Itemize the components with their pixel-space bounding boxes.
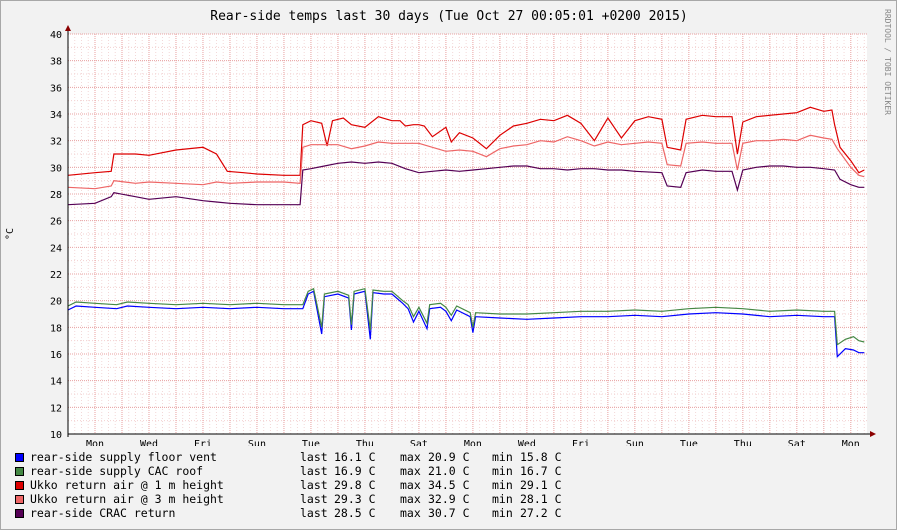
grid: [67, 33, 867, 435]
y-tick-label: 20: [50, 297, 62, 308]
x-tick-label: Thu: [734, 439, 752, 446]
legend-min-value: 28.1 C: [520, 492, 562, 506]
legend-row: rear-side supply floor vent last 16.1 C max…: [15, 450, 580, 464]
legend-swatch: [15, 508, 24, 518]
legend-min-value: 16.7 C: [520, 464, 562, 478]
series-group: [67, 106, 865, 359]
legend-max-label: max: [400, 464, 421, 478]
x-tick-label: Fri: [194, 439, 212, 446]
series-line: [67, 290, 865, 359]
legend-max-label: max: [400, 492, 421, 506]
x-tick-label: Tue: [680, 439, 698, 446]
legend-max-label: max: [400, 478, 421, 492]
y-tick-label: 24: [50, 243, 62, 254]
y-tick-label: 38: [50, 57, 62, 68]
axes: [65, 25, 876, 437]
x-tick-label: Fri: [572, 439, 590, 446]
legend-last-label: last: [300, 492, 328, 506]
legend-min-label: min: [492, 492, 513, 506]
legend-series-name: Ukko return air @ 3 m height: [30, 492, 224, 506]
watermark-text: RRDTOOL / TOBI OETIKER: [883, 9, 892, 115]
y-tick-label: 40: [50, 30, 62, 41]
y-axis-arrow: [65, 25, 71, 31]
y-tick-label: 16: [50, 350, 62, 361]
y-tick-label: 26: [50, 217, 62, 228]
y-tick-label: 36: [50, 83, 62, 94]
legend-min-label: min: [492, 450, 513, 464]
y-tick-label: 10: [50, 430, 62, 441]
legend-last-label: last: [300, 464, 328, 478]
legend-row: Ukko return air @ 3 m height last 29.3 C ma…: [15, 492, 580, 506]
legend-swatch: [15, 466, 24, 476]
x-tick-label: Sun: [248, 439, 266, 446]
legend-row: rear-side supply CAC roof last 16.9 C max 21…: [15, 464, 580, 478]
series-line: [67, 287, 865, 346]
x-tick-label: Sat: [410, 439, 428, 446]
series-line: [67, 106, 865, 176]
legend-last-label: last: [300, 478, 328, 492]
legend-series-name: rear-side supply floor vent: [30, 450, 217, 464]
legend-row: rear-side CRAC return last 28.5 C max 30.7 C…: [15, 506, 580, 520]
legend-max-value: 32.9 C: [428, 492, 470, 506]
x-tick-label: Mon: [464, 439, 482, 446]
legend-series-name: Ukko return air @ 1 m height: [30, 478, 224, 492]
x-tick-label: Mon: [86, 439, 104, 446]
legend-last-value: 29.3 C: [334, 492, 376, 506]
legend-min-value: 29.1 C: [520, 478, 562, 492]
series-line: [67, 134, 865, 190]
legend-swatch: [15, 480, 24, 490]
legend-swatch: [15, 452, 24, 462]
legend-last-label: last: [300, 450, 328, 464]
legend-last-label: last: [300, 506, 328, 520]
x-tick-label: Tue: [302, 439, 320, 446]
y-tick-label: 34: [50, 110, 62, 121]
legend-max-value: 21.0 C: [428, 464, 470, 478]
x-tick-label: Wed: [518, 439, 536, 446]
legend-series-name: rear-side CRAC return: [30, 506, 176, 520]
legend-swatch: [15, 494, 24, 504]
legend-series-name: rear-side supply CAC roof: [30, 464, 204, 478]
y-tick-label: 22: [50, 270, 62, 281]
x-axis-arrow: [870, 431, 876, 437]
legend-min-label: min: [492, 506, 513, 520]
tick-labels: 10 12 14 16 18 20 22 24 26 28 30 32 34 36 38 40 Mon Wed Fr…: [50, 30, 860, 446]
y-tick-label: 30: [50, 163, 62, 174]
legend-last-value: 16.9 C: [334, 464, 376, 478]
legend-last-value: 16.1 C: [334, 450, 376, 464]
legend-min-label: min: [492, 464, 513, 478]
legend-min-label: min: [492, 478, 513, 492]
y-tick-label: 12: [50, 403, 62, 414]
x-tick-label: Wed: [140, 439, 158, 446]
legend-last-value: 29.8 C: [334, 478, 376, 492]
legend-min-value: 15.8 C: [520, 450, 562, 464]
legend-row: Ukko return air @ 1 m height last 29.8 C ma…: [15, 478, 580, 492]
y-tick-label: 32: [50, 137, 62, 148]
x-tick-label: Sat: [788, 439, 806, 446]
legend-last-value: 28.5 C: [334, 506, 376, 520]
legend-max-label: max: [400, 506, 421, 520]
legend: rear-side supply floor vent last 16.1 C max…: [15, 450, 580, 520]
temperature-chart: Rear-side temps last 30 days (Tue Oct 27…: [5, 9, 892, 446]
y-tick-label: 18: [50, 323, 62, 334]
x-tick-label: Mon: [842, 439, 860, 446]
chart-title: Rear-side temps last 30 days (Tue Oct 27…: [210, 9, 687, 24]
legend-max-label: max: [400, 450, 421, 464]
y-axis-label: °C: [5, 228, 16, 240]
x-tick-label: Sun: [626, 439, 644, 446]
x-tick-label: Thu: [356, 439, 374, 446]
legend-max-value: 34.5 C: [428, 478, 470, 492]
y-tick-label: 28: [50, 190, 62, 201]
y-tick-label: 14: [50, 377, 62, 388]
legend-min-value: 27.2 C: [520, 506, 562, 520]
legend-max-value: 30.7 C: [428, 506, 470, 520]
legend-max-value: 20.9 C: [428, 450, 470, 464]
series-line: [67, 161, 865, 206]
